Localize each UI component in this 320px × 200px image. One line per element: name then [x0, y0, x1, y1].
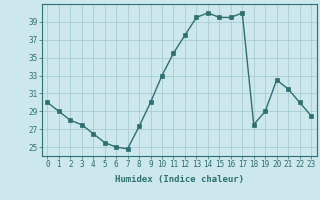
X-axis label: Humidex (Indice chaleur): Humidex (Indice chaleur) [115, 175, 244, 184]
